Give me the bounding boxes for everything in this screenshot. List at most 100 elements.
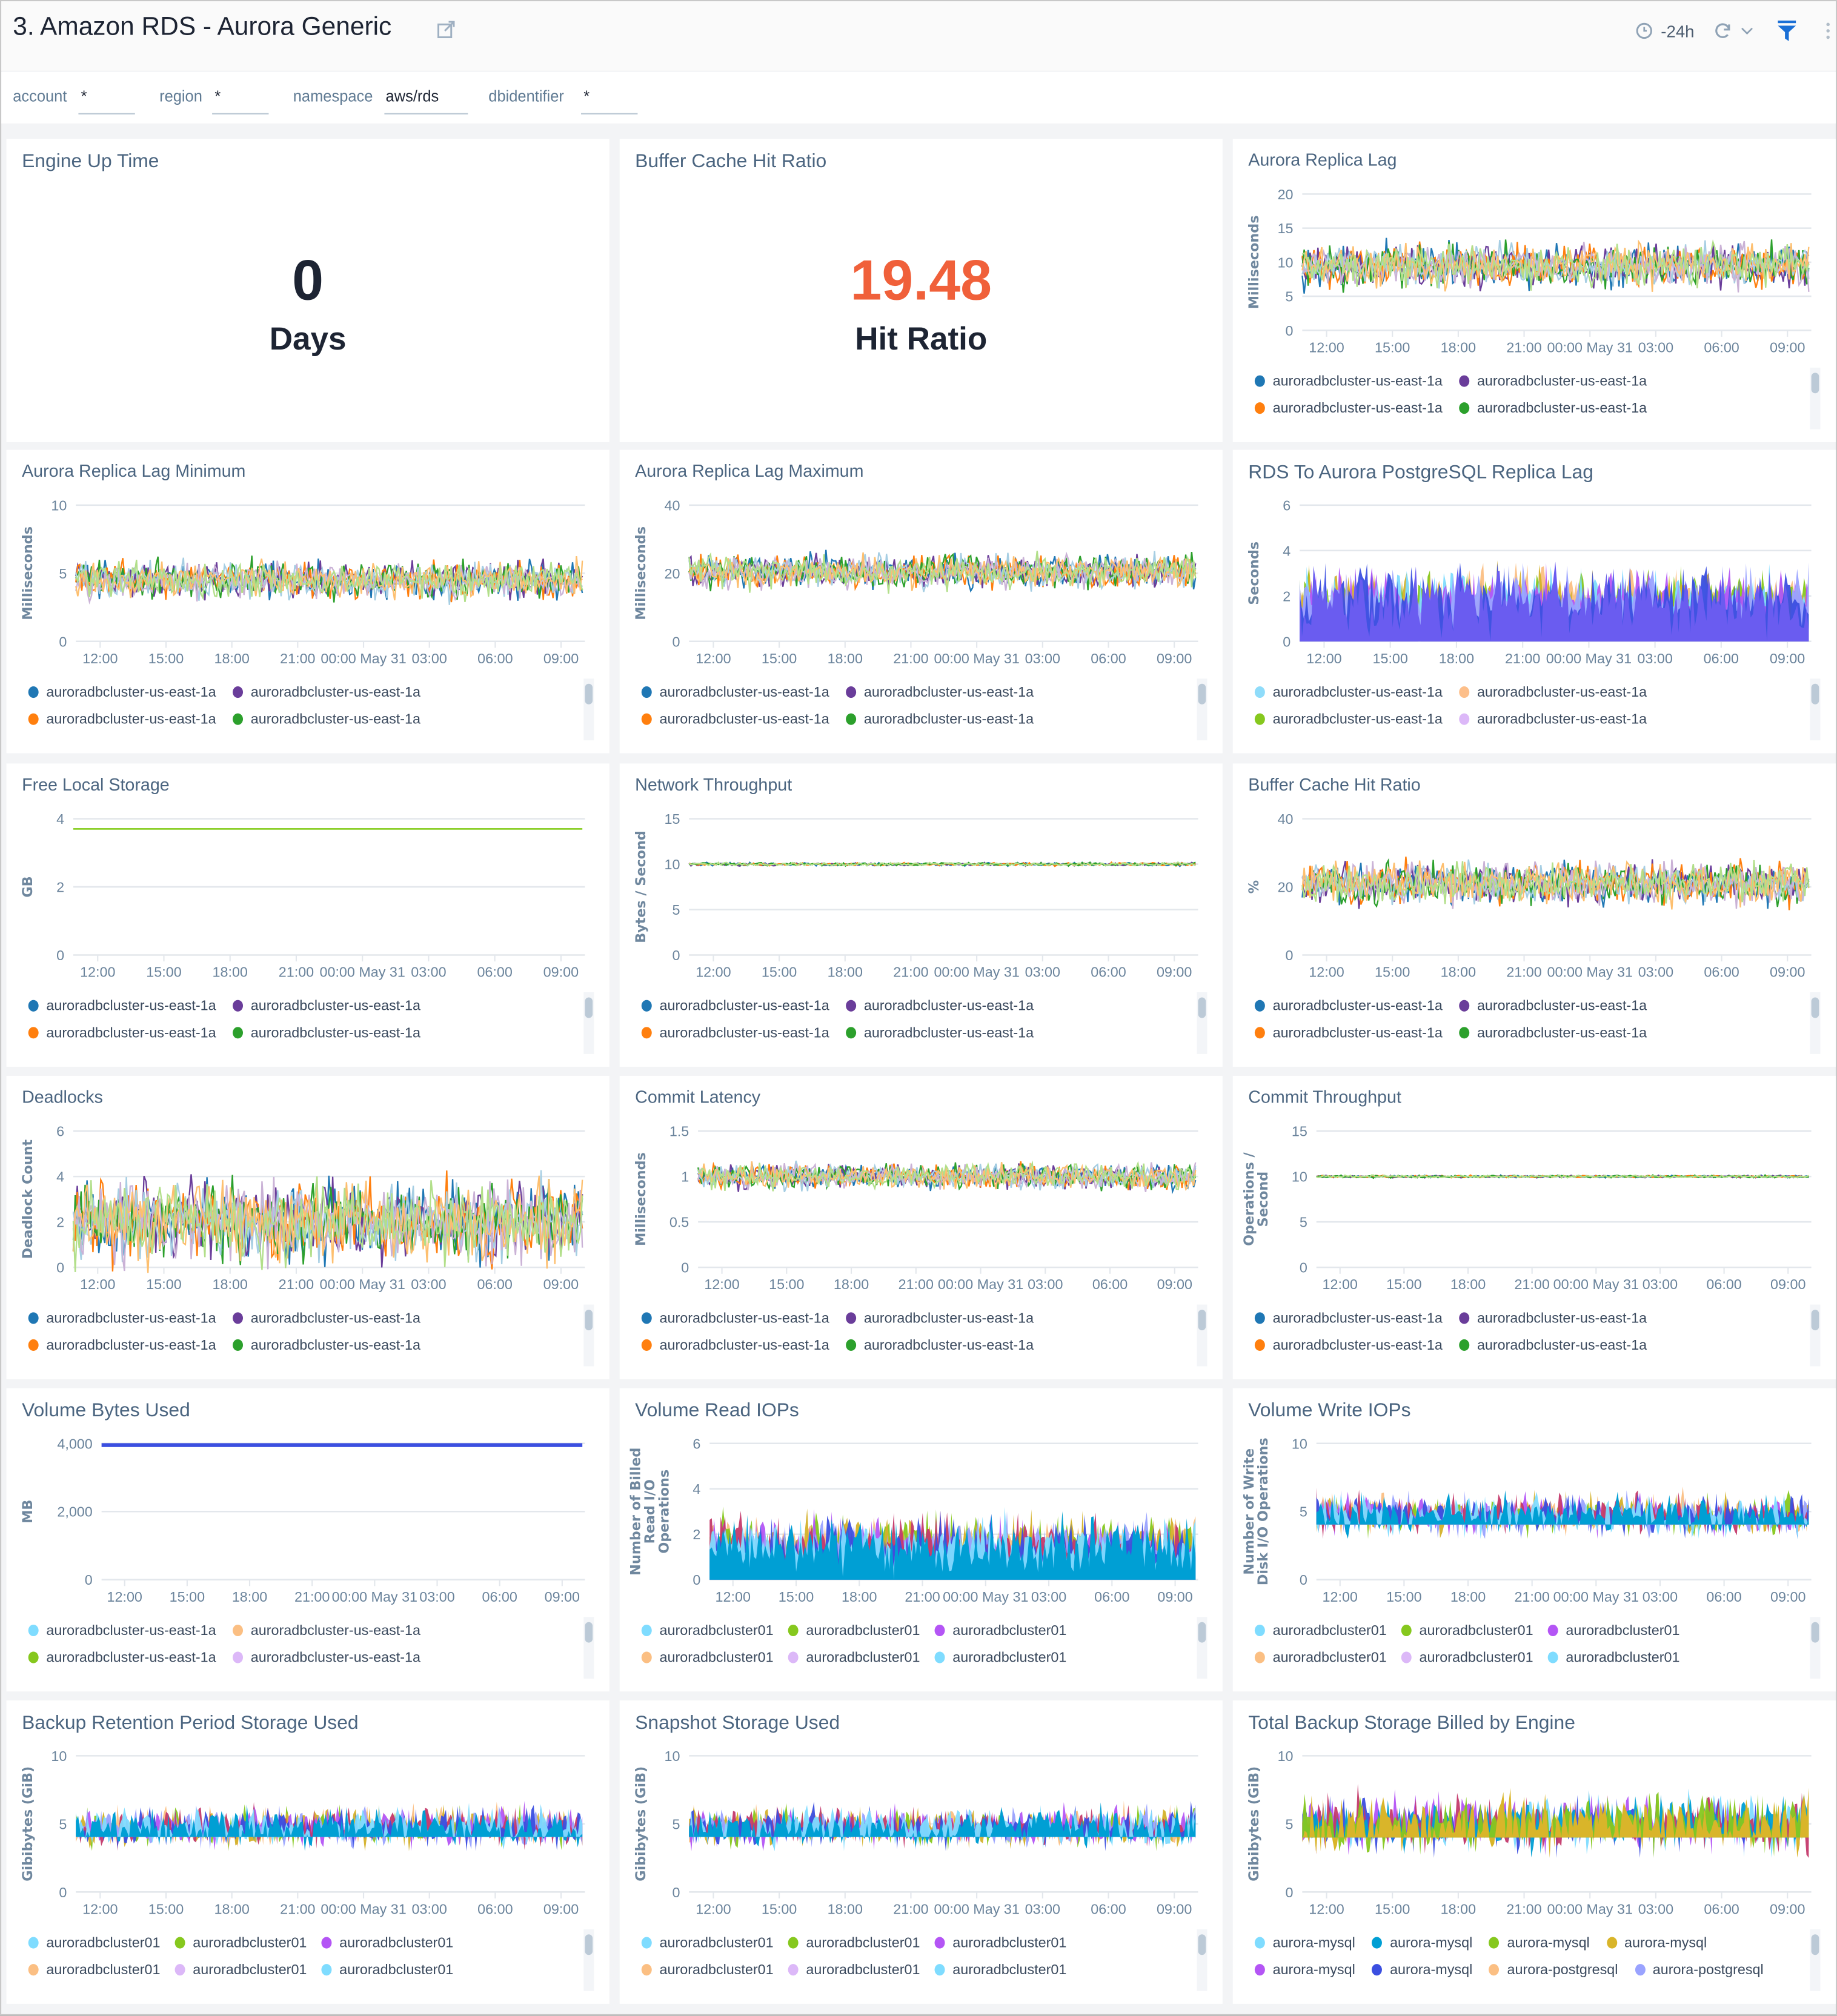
legend-item[interactable]: auroradbcluster-us-east-1a [226,1331,430,1359]
legend-item[interactable]: auroradbcluster-us-east-1a [1248,992,1452,1020]
legend-item[interactable]: auroradbcluster-us-east-1a [226,1644,430,1671]
legend-item[interactable]: auroradbcluster-us-east-1a [1453,368,1657,395]
legend-scrollbar[interactable] [1197,1304,1208,1367]
legend-scrollbar-thumb[interactable] [1811,997,1819,1018]
legend-item[interactable]: auroradbcluster-us-east-1a [22,706,226,733]
legend-item[interactable]: auroradbcluster-us-east-1a [635,678,839,706]
filter-account-input[interactable]: * [78,87,135,114]
legend-item[interactable]: auroradbcluster-us-east-1a [840,1020,1044,1047]
legend-item[interactable]: auroradbcluster-us-east-1a [1248,394,1452,422]
legend-scrollbar[interactable] [1197,678,1208,741]
legend-item[interactable]: auroradbcluster-us-east-1a [226,1617,430,1644]
legend-item[interactable]: auroradbcluster01 [1248,1617,1395,1644]
legend-scrollbar-thumb[interactable] [1198,1622,1206,1643]
legend-item[interactable] [635,732,839,740]
legend-item[interactable]: auroradbcluster01 [22,1956,168,1983]
legend-item[interactable] [928,1983,1075,1991]
legend-scrollbar-thumb[interactable] [585,683,593,705]
legend-item[interactable]: auroradbcluster-us-east-1a [226,706,430,733]
legend-item[interactable]: auroradbcluster-us-east-1a [635,992,839,1020]
legend-scrollbar[interactable] [1810,992,1821,1054]
legend-scrollbar-thumb[interactable] [1198,1934,1206,1955]
chevron-down-icon[interactable] [1741,24,1753,37]
legend-scrollbar[interactable] [583,992,594,1054]
legend-item[interactable] [635,1046,839,1054]
legend-item[interactable]: aurora-mysql [1248,1956,1355,1983]
legend-item[interactable] [22,1983,168,1991]
legend-item[interactable]: aurora-mysql [1600,1929,1707,1957]
legend-item[interactable] [22,732,226,740]
legend-item[interactable]: auroradbcluster-us-east-1a [22,678,226,706]
legend-scrollbar[interactable] [1810,1304,1821,1367]
legend-item[interactable]: auroradbcluster-us-east-1a [840,1331,1044,1359]
legend-scrollbar[interactable] [1810,1617,1821,1679]
legend-item[interactable] [1248,1983,1272,1991]
legend-item[interactable]: aurora-postgresql [1628,1956,1764,1983]
refresh-icon[interactable] [1712,21,1733,41]
legend-item[interactable] [840,1046,1044,1054]
legend-item[interactable] [226,732,430,740]
legend-item[interactable]: auroradbcluster-us-east-1a [1453,1020,1657,1047]
legend-item[interactable] [635,1359,839,1367]
legend-item[interactable] [1395,1671,1541,1679]
legend-item[interactable]: auroradbcluster01 [928,1956,1075,1983]
legend-item[interactable]: auroradbcluster-us-east-1a [22,1617,226,1644]
legend-scrollbar[interactable] [1197,1617,1208,1679]
legend-scrollbar-thumb[interactable] [585,997,593,1018]
legend-scrollbar-thumb[interactable] [1198,683,1206,705]
legend-item[interactable] [22,1046,226,1054]
legend-item[interactable] [1318,1983,1342,1991]
legend-scrollbar[interactable] [583,1929,594,1991]
legend-item[interactable] [1248,422,1452,429]
legend-item[interactable] [635,1983,782,1991]
legend-item[interactable] [226,1671,430,1679]
legend-item[interactable]: auroradbcluster-us-east-1a [1453,1331,1657,1359]
legend-item[interactable]: auroradbcluster-us-east-1a [1248,706,1452,733]
legend-item[interactable] [1248,1359,1452,1367]
legend-item[interactable] [1541,1671,1688,1679]
legend-item[interactable]: auroradbcluster-us-east-1a [1453,678,1657,706]
legend-scrollbar-thumb[interactable] [585,1934,593,1955]
legend-item[interactable]: auroradbcluster01 [928,1929,1075,1957]
time-range-button[interactable]: -24h [1661,21,1695,41]
legend-scrollbar[interactable] [1197,1929,1208,1991]
filter-icon[interactable] [1776,19,1797,42]
filter-namespace-input[interactable]: aws/rds [384,87,468,114]
legend-item[interactable]: auroradbcluster01 [782,1929,928,1957]
legend-item[interactable] [840,1359,1044,1367]
legend-scrollbar-thumb[interactable] [1811,1622,1819,1643]
legend-item[interactable]: auroradbcluster01 [1395,1617,1541,1644]
legend-item[interactable]: aurora-mysql [1483,1929,1590,1957]
legend-item[interactable] [1248,1671,1395,1679]
legend-item[interactable] [1453,732,1657,740]
legend-item[interactable] [22,1359,226,1367]
legend-item[interactable] [782,1671,928,1679]
legend-item[interactable]: auroradbcluster01 [22,1929,168,1957]
legend-item[interactable]: auroradbcluster01 [315,1956,462,1983]
legend-item[interactable]: auroradbcluster-us-east-1a [22,1305,226,1332]
legend-scrollbar-thumb[interactable] [1198,997,1206,1018]
legend-scrollbar[interactable] [1810,1929,1821,1991]
legend-scrollbar-thumb[interactable] [1198,1310,1206,1331]
legend-item[interactable]: auroradbcluster01 [928,1617,1075,1644]
legend-item[interactable]: auroradbcluster01 [782,1617,928,1644]
legend-item[interactable]: auroradbcluster-us-east-1a [1453,1305,1657,1332]
legend-item[interactable]: auroradbcluster-us-east-1a [226,992,430,1020]
legend-item[interactable] [782,1983,928,1991]
legend-item[interactable]: auroradbcluster-us-east-1a [840,992,1044,1020]
legend-item[interactable]: auroradbcluster-us-east-1a [635,1331,839,1359]
legend-item[interactable]: auroradbcluster01 [1395,1644,1541,1671]
legend-item[interactable] [840,732,1044,740]
legend-item[interactable]: aurora-postgresql [1483,1956,1618,1983]
legend-item[interactable]: auroradbcluster-us-east-1a [22,992,226,1020]
legend-item[interactable]: auroradbcluster-us-east-1a [22,1644,226,1671]
legend-item[interactable]: auroradbcluster-us-east-1a [1248,1020,1452,1047]
legend-scrollbar[interactable] [583,678,594,741]
legend-item[interactable]: auroradbcluster-us-east-1a [1248,678,1452,706]
legend-item[interactable]: auroradbcluster-us-east-1a [226,678,430,706]
legend-item[interactable]: auroradbcluster-us-east-1a [1453,706,1657,733]
legend-item[interactable]: auroradbcluster01 [928,1644,1075,1671]
legend-item[interactable]: auroradbcluster-us-east-1a [635,1305,839,1332]
legend-item[interactable]: auroradbcluster01 [1541,1644,1688,1671]
legend-item[interactable]: auroradbcluster01 [635,1644,782,1671]
